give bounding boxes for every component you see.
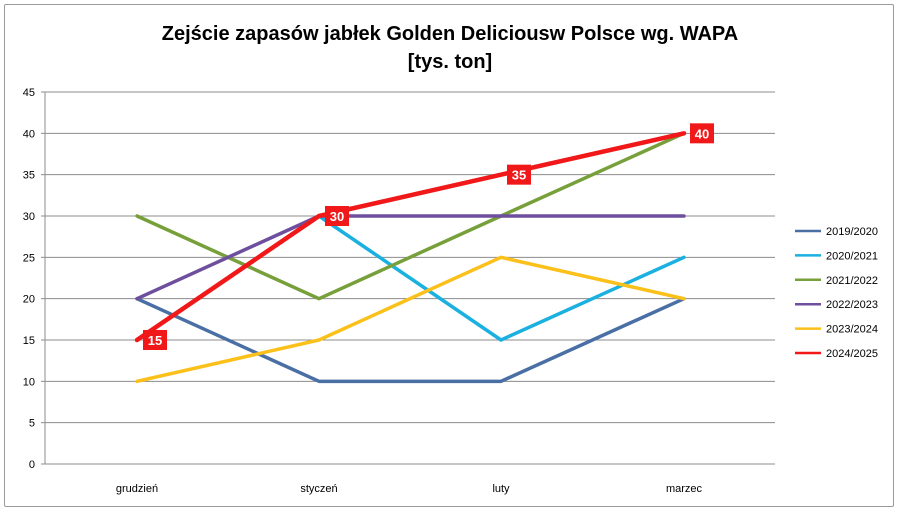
series-line-2024-2025 [134, 131, 687, 343]
legend-label-1: 2020/2021 [826, 250, 878, 262]
ytick-label-5: 5 [29, 418, 35, 430]
xtick-label-0: grudzień [116, 483, 158, 495]
legend-label-4: 2023/2024 [826, 324, 878, 336]
xtick-label-3: marzec [666, 483, 703, 495]
legend-label-3: 2022/2023 [826, 299, 878, 311]
legend-label-2: 2021/2022 [826, 275, 878, 287]
ytick-label-35: 35 [23, 170, 35, 182]
data-label-3: 40 [695, 126, 709, 141]
xtick-label-2: luty [492, 483, 510, 495]
xtick-label-1: styczeń [300, 483, 337, 495]
ytick-label-15: 15 [23, 335, 35, 347]
chart-title-line1: Zejście zapasów jabłek Golden Deliciousw… [162, 23, 738, 45]
data-label-box-3 [690, 123, 714, 144]
ytick-label-40: 40 [23, 128, 35, 140]
data-label-box-2 [507, 164, 531, 185]
data-label-1: 30 [330, 209, 344, 224]
ytick-label-10: 10 [23, 376, 35, 388]
data-label-0: 15 [148, 333, 162, 348]
legend-label-5: 2024/2025 [826, 348, 878, 360]
series-line-2020-2021 [317, 214, 686, 342]
data-label-box-0 [143, 330, 167, 350]
ytick-label-0: 0 [29, 459, 35, 471]
series-line-2019-2020 [135, 296, 686, 384]
ytick-label-20: 20 [23, 294, 35, 306]
data-label-2: 35 [512, 168, 526, 183]
chart-title-line2: [tys. ton] [408, 51, 492, 73]
series-line-2023-2024 [135, 255, 686, 384]
legend-label-0: 2019/2020 [826, 226, 878, 238]
ytick-label-25: 25 [23, 252, 35, 264]
data-label-box-1 [325, 206, 349, 226]
ytick-label-45: 45 [23, 87, 35, 99]
ytick-label-30: 30 [23, 211, 35, 223]
series-line-2022-2023 [135, 214, 686, 301]
